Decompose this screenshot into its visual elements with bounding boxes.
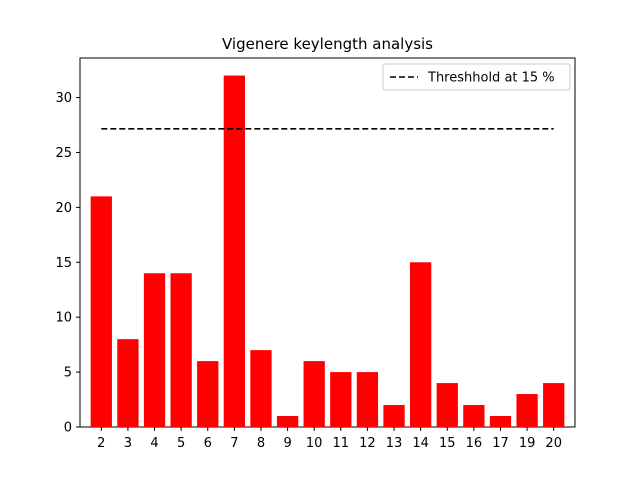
x-tick-label: 11 [333,436,350,451]
chart-title: Vigenere keylength analysis [222,35,433,53]
y-tick-label: 30 [55,91,72,106]
bar-16 [463,405,485,427]
bar-15 [436,383,458,427]
x-tick-label: 17 [492,436,509,451]
x-tick-label: 12 [359,436,376,451]
y-tick-label: 25 [55,146,72,161]
bar-5 [170,273,192,427]
x-tick-label: 13 [386,436,403,451]
y-tick-label: 0 [64,421,72,436]
bar-17 [489,416,512,427]
x-tick-label: 14 [412,436,429,451]
bar-8 [250,350,272,427]
x-tick-label: 7 [230,436,238,451]
y-tick-label: 20 [55,201,72,216]
y-axis: 0 5 10 15 20 25 30 [55,91,80,436]
x-tick-label: 9 [283,436,291,451]
x-tick-label: 19 [519,436,536,451]
bars [90,75,565,428]
x-tick-label: 6 [204,436,212,451]
plot-frame [79,57,576,428]
legend-threshold-label: Threshhold at 15 % [427,71,555,86]
y-tick-label: 15 [55,256,72,271]
bar-9 [276,416,299,427]
x-tick-label: 16 [466,436,483,451]
legend: Threshhold at 15 % [382,63,571,91]
x-tick-label: 10 [306,436,323,451]
bar-10 [303,361,325,427]
x-tick-label: 20 [545,436,562,451]
bar-20 [543,383,565,427]
bar-6 [197,361,219,427]
x-tick-label: 3 [124,436,132,451]
bar-2 [90,196,112,427]
plot-area [79,57,576,428]
x-tick-label: 5 [177,436,185,451]
bar-13 [383,405,405,427]
legend-box [382,63,571,91]
y-tick-label: 10 [55,311,72,326]
bar-12 [356,372,379,427]
bar-11 [330,372,352,427]
bar-19 [516,394,538,427]
x-tick-label: 2 [97,436,105,451]
x-tick-label: 4 [150,436,158,451]
bar-3 [117,339,139,427]
bar-4 [143,273,166,427]
bar-7 [223,75,245,428]
x-axis: 2 3 4 5 6 7 8 9 10 11 12 13 14 15 16 17 19 20 [97,427,562,451]
x-tick-label: 15 [439,436,456,451]
x-tick-label: 8 [257,436,265,451]
y-tick-label: 5 [64,366,72,381]
bar-14 [410,262,432,427]
